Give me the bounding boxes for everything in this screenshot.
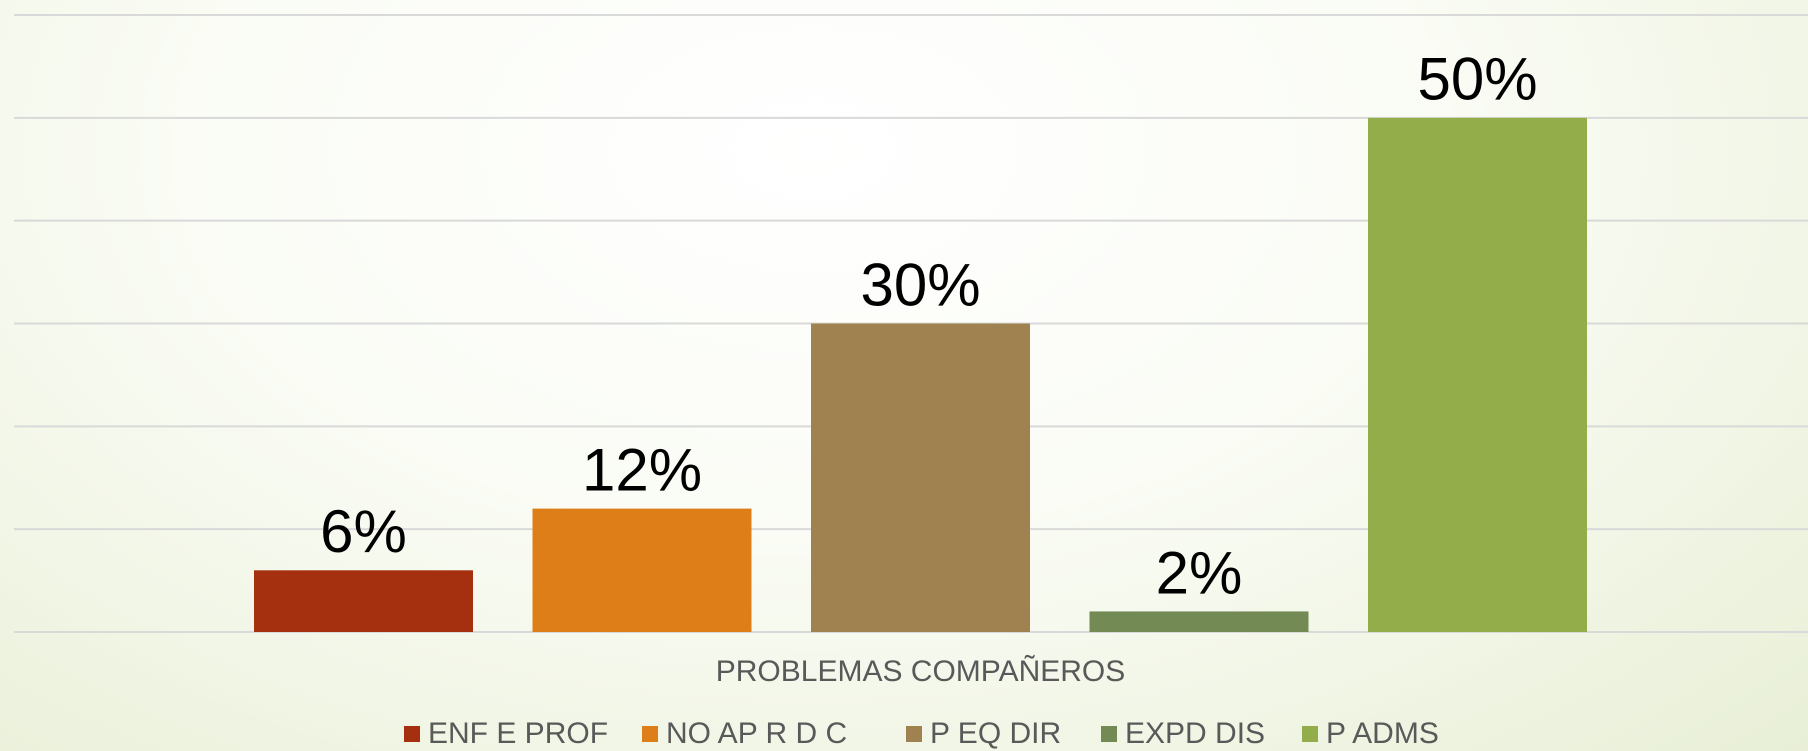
bar	[1089, 611, 1309, 632]
bar	[1368, 117, 1587, 633]
legend-label: P ADMS	[1326, 717, 1439, 750]
legend-swatch	[1302, 726, 1318, 742]
bar	[532, 508, 752, 632]
legend-swatch	[1101, 726, 1117, 742]
legend-swatch	[906, 726, 922, 742]
value-label: 30%	[860, 251, 980, 318]
legend-label: ENF E PROF	[428, 717, 608, 750]
legend-label: EXPD DIS	[1125, 717, 1265, 750]
value-label: 50%	[1417, 46, 1537, 113]
legend-label: NO AP R D C	[666, 717, 847, 750]
legend-label: P EQ DIR	[930, 717, 1061, 750]
bar	[811, 323, 1030, 632]
value-label: 12%	[582, 436, 702, 503]
value-label: 6%	[320, 498, 407, 565]
legend-swatch	[642, 726, 658, 742]
legend-swatch	[404, 726, 420, 742]
value-label: 2%	[1156, 539, 1243, 606]
bar	[254, 570, 473, 632]
x-tick-label: PROBLEMAS COMPAÑEROS	[716, 654, 1126, 688]
